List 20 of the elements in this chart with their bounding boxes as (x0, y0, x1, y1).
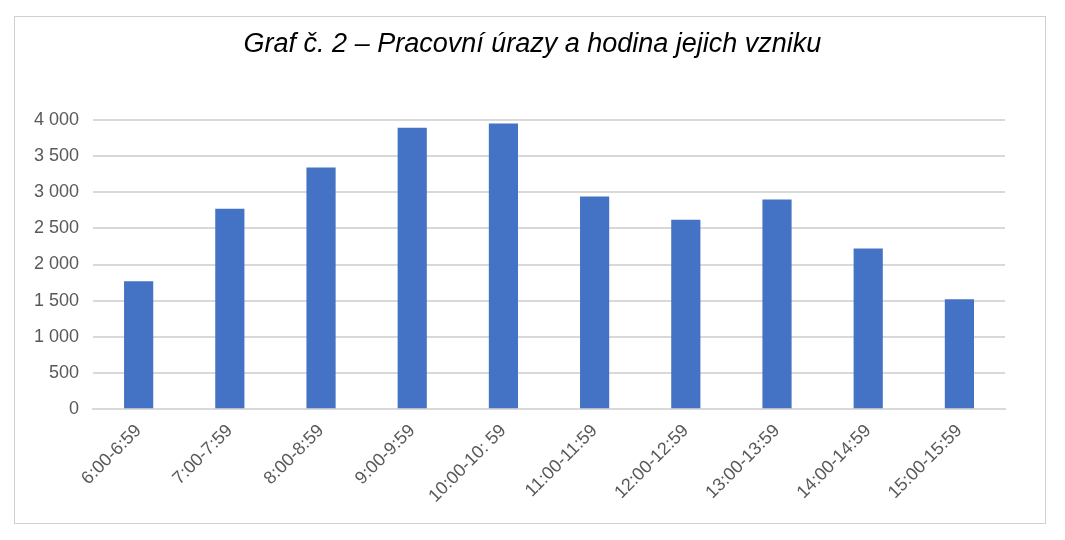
y-tick-label: 1 500 (34, 289, 80, 310)
bar (397, 127, 427, 409)
bar (762, 199, 792, 409)
bar (124, 281, 154, 409)
y-tick-label: 1 000 (34, 325, 80, 346)
bar (944, 299, 974, 409)
bar (671, 219, 701, 409)
bar (306, 167, 336, 409)
y-tick-label: 3 500 (34, 144, 80, 165)
bar (215, 208, 245, 409)
y-tick-label: 2 500 (34, 217, 80, 238)
y-tick-label: 3 000 (34, 181, 80, 202)
bar (853, 248, 883, 409)
bar (488, 123, 519, 409)
y-tick-label: 2 000 (34, 253, 80, 274)
y-tick-label: 4 000 (34, 108, 80, 129)
chart-title: Graf č. 2 – Pracovní úrazy a hodina jejich vzniku (242, 28, 823, 59)
y-tick-label: 0 (69, 398, 80, 419)
bar (580, 196, 610, 409)
y-tick-label: 500 (49, 362, 80, 383)
